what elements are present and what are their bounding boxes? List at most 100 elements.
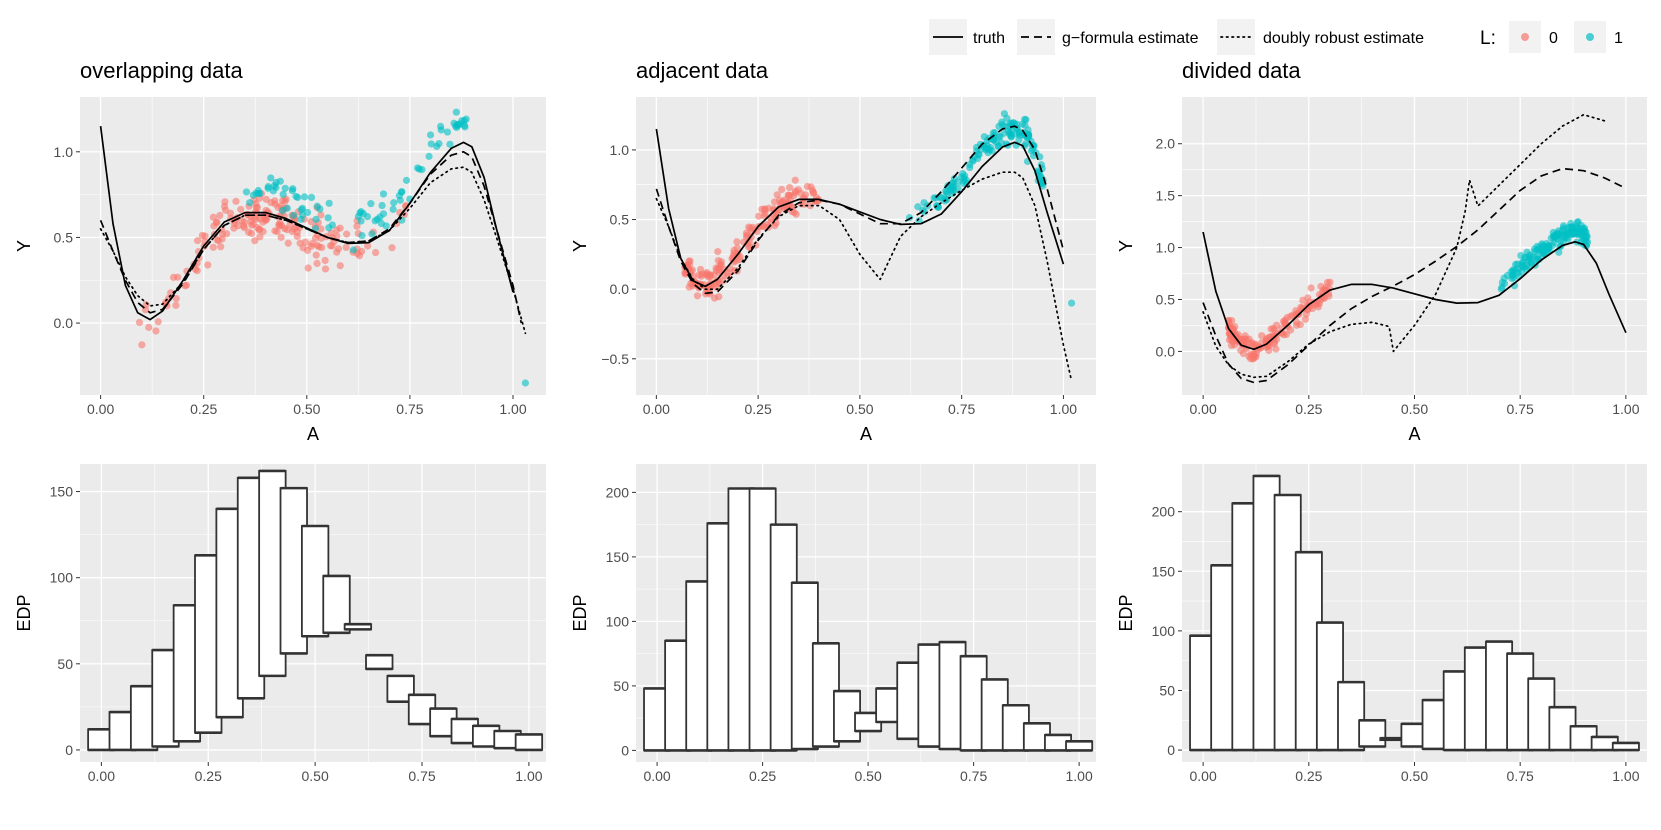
data-point-L1 (456, 120, 464, 128)
x-tick-label: 0.00 (1190, 768, 1217, 784)
data-point-L0 (1326, 278, 1334, 286)
data-point-L0 (343, 230, 351, 238)
data-point-L1 (1005, 123, 1013, 131)
legend-label-dr: doubly robust estimate (1263, 30, 1424, 47)
x-tick-label: 1.00 (1050, 401, 1077, 417)
x-tick-label: 1.00 (515, 768, 542, 784)
data-point-L0 (213, 218, 221, 226)
data-point-L0 (247, 229, 256, 238)
data-point-L0 (1271, 326, 1279, 335)
data-point-L0 (201, 232, 209, 240)
legend-color-title: L: (1480, 28, 1496, 49)
data-point-L0 (281, 197, 289, 205)
legend-color-key-1 (1586, 33, 1594, 41)
x-tick-label: 1.00 (499, 401, 526, 417)
data-point-L1 (316, 205, 324, 213)
y-axis-label: EDP (570, 594, 590, 631)
data-point-L1 (966, 163, 974, 172)
data-point-L0 (317, 225, 325, 233)
data-point-L1 (379, 190, 388, 198)
data-point-L1 (433, 142, 441, 151)
data-point-L1 (242, 188, 251, 196)
data-point-L1 (452, 108, 460, 116)
panel-5: 0.00 0.25 0.50 0.75 1.00 0 50 100 150 200 EDP (570, 464, 1096, 784)
data-point-L1 (950, 175, 959, 183)
data-point-L0 (172, 294, 180, 303)
plot-area (1189, 474, 1640, 752)
data-point-L0 (220, 202, 229, 211)
data-point-L0 (806, 202, 814, 210)
x-tick-label: 0.75 (960, 768, 987, 784)
data-point-L0 (1251, 352, 1259, 360)
data-point-L1 (972, 143, 981, 151)
data-point-L1 (1550, 239, 1558, 247)
data-point-L0 (1258, 332, 1266, 340)
data-point-L1 (1521, 253, 1529, 262)
data-point-L1 (246, 199, 254, 207)
data-point-L0 (800, 194, 808, 202)
y-tick-label: 1.0 (54, 144, 74, 160)
x-tick-label: 0.00 (88, 768, 115, 784)
data-point-L0 (216, 211, 224, 220)
data-point-L1 (279, 190, 287, 198)
y-tick-label: 1.0 (1156, 240, 1176, 256)
data-point-L0 (698, 270, 706, 278)
data-point-L0 (281, 224, 289, 233)
plot-area (655, 110, 1076, 382)
data-point-L0 (1245, 352, 1253, 360)
data-point-L1 (298, 211, 307, 219)
data-point-L0 (756, 222, 764, 231)
data-point-L0 (321, 256, 329, 265)
data-point-L0 (1325, 292, 1333, 300)
y-tick-label: 150 (606, 549, 630, 565)
data-point-outlier (521, 379, 529, 387)
data-point-L0 (1314, 303, 1323, 311)
data-point-L1 (270, 182, 279, 190)
data-point-L0 (1307, 284, 1315, 292)
data-point-L0 (733, 238, 741, 246)
line-gformula (99, 150, 523, 324)
data-point-L1 (1511, 265, 1520, 274)
data-point-L0 (1227, 336, 1236, 344)
data-point-L0 (336, 262, 344, 270)
data-point-L0 (193, 237, 202, 245)
y-tick-label: 150 (1152, 563, 1176, 579)
data-point-L1 (358, 231, 366, 240)
data-point-L0 (761, 205, 769, 213)
x-tick-label: 0.25 (749, 768, 776, 784)
y-axis-label: Y (1116, 240, 1136, 252)
y-tick-label: 2.0 (1156, 136, 1176, 152)
y-tick-label: 0.0 (54, 315, 74, 331)
data-point-L1 (292, 192, 300, 201)
x-axis-label: A (860, 424, 872, 444)
data-point-L0 (318, 243, 326, 252)
data-point-L0 (223, 230, 231, 238)
x-tick-label: 0.25 (195, 768, 222, 784)
data-point-L1 (367, 200, 375, 208)
line-dr (1202, 113, 1606, 379)
data-point-L0 (364, 242, 372, 250)
data-point-L1 (942, 187, 950, 195)
data-point-L1 (995, 133, 1003, 141)
data-point-L1 (1003, 114, 1011, 122)
legend-color-label-0: 0 (1549, 30, 1558, 47)
plot-area (87, 469, 544, 752)
data-point-L1 (402, 176, 411, 184)
y-tick-label: 0 (1167, 742, 1175, 758)
data-point-L0 (1241, 332, 1249, 340)
line-dr (655, 171, 1073, 382)
plot-area (99, 108, 529, 387)
data-point-outlier (1067, 299, 1076, 307)
data-point-L1 (283, 204, 291, 212)
data-point-L0 (209, 243, 217, 251)
data-point-L1 (995, 122, 1003, 131)
data-point-L1 (1578, 228, 1586, 236)
data-point-L1 (1582, 234, 1590, 242)
data-point-L1 (1559, 231, 1567, 240)
data-point-L0 (267, 198, 275, 207)
data-point-L0 (714, 264, 723, 272)
data-point-L0 (791, 176, 799, 184)
data-point-L0 (714, 248, 722, 256)
data-point-L0 (232, 197, 240, 205)
data-point-L0 (301, 238, 310, 246)
